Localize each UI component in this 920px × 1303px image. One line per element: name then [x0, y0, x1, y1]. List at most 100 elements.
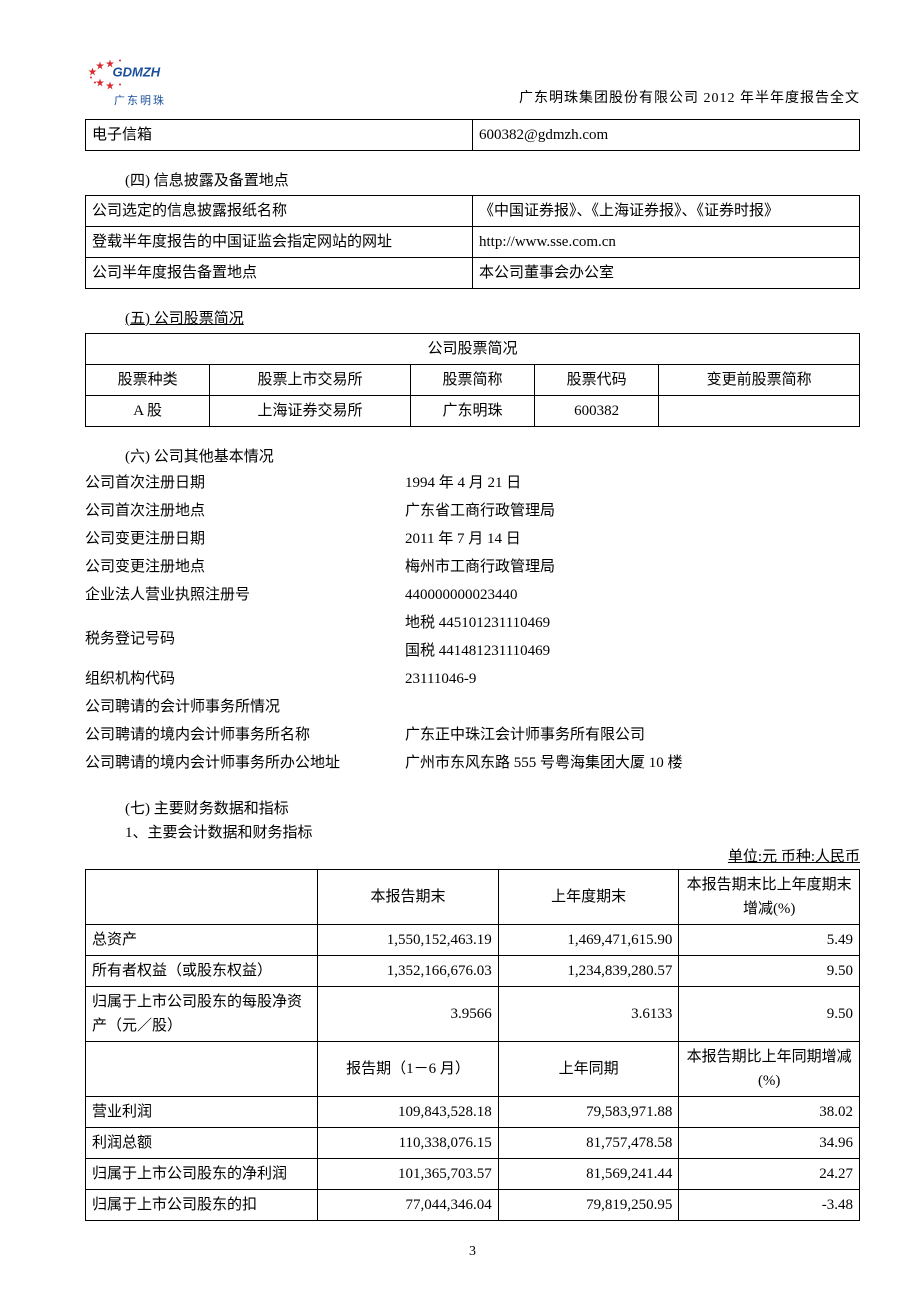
- cell-value: http://www.sse.com.cn: [473, 226, 860, 257]
- td-num: -3.48: [679, 1189, 860, 1220]
- section4-heading: (四) 信息披露及备置地点: [85, 169, 860, 193]
- td-num: 79,583,971.88: [498, 1096, 679, 1127]
- stock-table-title: 公司股票简况: [86, 333, 860, 364]
- table-row: 总资产 1,550,152,463.19 1,469,471,615.90 5.…: [86, 924, 860, 955]
- financial-table: 本报告期末 上年度期末 本报告期末比上年度期末增减(%) 总资产 1,550,1…: [85, 869, 860, 1221]
- table-header-row: 报告期（1－6 月） 上年同期 本报告期比上年同期增减(%): [86, 1041, 860, 1096]
- td-num: 79,819,250.95: [498, 1189, 679, 1220]
- cell-value: 本公司董事会办公室: [473, 257, 860, 288]
- kv-row: 公司首次注册日期 1994 年 4 月 21 日: [85, 471, 860, 495]
- td: 600382: [535, 395, 659, 426]
- td-num: 81,757,478.58: [498, 1127, 679, 1158]
- td-num: 5.49: [679, 924, 860, 955]
- th: 本报告期比上年同期增减(%): [679, 1041, 860, 1096]
- email-value: 600382@gdmzh.com: [473, 119, 860, 150]
- th: [86, 869, 318, 924]
- th: 股票简称: [410, 364, 534, 395]
- cell-label: 公司半年度报告备置地点: [86, 257, 473, 288]
- kv-label: 公司聘请的会计师事务所情况: [85, 695, 405, 719]
- kv-value: 440000000023440: [405, 583, 860, 607]
- table-row: 归属于上市公司股东的净利润 101,365,703.57 81,569,241.…: [86, 1158, 860, 1189]
- kv-value: 1994 年 4 月 21 日: [405, 471, 860, 495]
- th: [86, 1041, 318, 1096]
- table-row: 归属于上市公司股东的每股净资产（元／股） 3.9566 3.6133 9.50: [86, 986, 860, 1041]
- td: A 股: [86, 395, 210, 426]
- kv-value: 广东省工商行政管理局: [405, 499, 860, 523]
- td: [659, 395, 860, 426]
- td-label: 归属于上市公司股东的净利润: [86, 1158, 318, 1189]
- section5-heading: (五) 公司股票简况: [85, 307, 860, 331]
- section6-body: 公司首次注册日期 1994 年 4 月 21 日 公司首次注册地点 广东省工商行…: [85, 471, 860, 775]
- kv-label: 公司变更注册地点: [85, 555, 405, 579]
- cell-label: 登载半年度报告的中国证监会指定网站的网址: [86, 226, 473, 257]
- kv-value: 2011 年 7 月 14 日: [405, 527, 860, 551]
- kv-row: 公司变更注册日期 2011 年 7 月 14 日: [85, 527, 860, 551]
- tax-value-1: 地税 445101231110469: [405, 611, 550, 635]
- section6-heading: (六) 公司其他基本情况: [85, 445, 860, 469]
- page-header: GDMZH 广东明珠 广东明珠集团股份有限公司 2012 年半年度报告全文: [85, 50, 860, 111]
- td-num: 110,338,076.15: [318, 1127, 499, 1158]
- tax-value-2: 国税 441481231110469: [405, 639, 550, 663]
- table-row: A 股 上海证券交易所 广东明珠 600382: [86, 395, 860, 426]
- td-label: 利润总额: [86, 1127, 318, 1158]
- kv-row: 企业法人营业执照注册号 440000000023440: [85, 583, 860, 607]
- svg-text:GDMZH: GDMZH: [113, 65, 161, 80]
- kv-row: 公司聘请的会计师事务所情况: [85, 695, 860, 719]
- kv-label: 公司首次注册地点: [85, 499, 405, 523]
- table-row: 利润总额 110,338,076.15 81,757,478.58 34.96: [86, 1127, 860, 1158]
- kv-row: 公司变更注册地点 梅州市工商行政管理局: [85, 555, 860, 579]
- td-num: 109,843,528.18: [318, 1096, 499, 1127]
- kv-label: 公司变更注册日期: [85, 527, 405, 551]
- td-num: 9.50: [679, 955, 860, 986]
- td-num: 3.6133: [498, 986, 679, 1041]
- td: 广东明珠: [410, 395, 534, 426]
- kv-label: 公司聘请的境内会计师事务所办公地址: [85, 751, 405, 775]
- table-header-row: 股票种类 股票上市交易所 股票简称 股票代码 变更前股票简称: [86, 364, 860, 395]
- kv-label: 企业法人营业执照注册号: [85, 583, 405, 607]
- cell-value: 《中国证券报》、《上海证券报》、《证券时报》: [473, 195, 860, 226]
- kv-value: 梅州市工商行政管理局: [405, 555, 860, 579]
- td-num: 34.96: [679, 1127, 860, 1158]
- section4-table: 公司选定的信息披露报纸名称 《中国证券报》、《上海证券报》、《证券时报》 登载半…: [85, 195, 860, 289]
- email-table: 电子信箱 600382@gdmzh.com: [85, 119, 860, 151]
- td-num: 9.50: [679, 986, 860, 1041]
- td-num: 3.9566: [318, 986, 499, 1041]
- kv-value: [405, 695, 860, 719]
- td-num: 38.02: [679, 1096, 860, 1127]
- td-num: 24.27: [679, 1158, 860, 1189]
- td-num: 77,044,346.04: [318, 1189, 499, 1220]
- table-row: 营业利润 109,843,528.18 79,583,971.88 38.02: [86, 1096, 860, 1127]
- th: 本报告期末比上年度期末增减(%): [679, 869, 860, 924]
- th: 股票种类: [86, 364, 210, 395]
- email-label: 电子信箱: [86, 119, 473, 150]
- td-num: 1,234,839,280.57: [498, 955, 679, 986]
- kv-label: 组织机构代码: [85, 667, 405, 691]
- table-row: 所有者权益（或股东权益） 1,352,166,676.03 1,234,839,…: [86, 955, 860, 986]
- th: 股票代码: [535, 364, 659, 395]
- section7-heading: (七) 主要财务数据和指标: [85, 797, 860, 821]
- table-row: 公司选定的信息披露报纸名称 《中国证券报》、《上海证券报》、《证券时报》: [86, 195, 860, 226]
- td: 上海证券交易所: [210, 395, 411, 426]
- kv-row: 公司聘请的境内会计师事务所办公地址 广州市东风东路 555 号粤海集团大厦 10…: [85, 751, 860, 775]
- logo-area: GDMZH 广东明珠: [85, 50, 195, 111]
- kv-value: 广东正中珠江会计师事务所有限公司: [405, 723, 860, 747]
- kv-value: 23111046-9: [405, 667, 860, 691]
- th: 上年同期: [498, 1041, 679, 1096]
- th: 上年度期末: [498, 869, 679, 924]
- td-num: 1,550,152,463.19: [318, 924, 499, 955]
- td-label: 营业利润: [86, 1096, 318, 1127]
- table-row: 归属于上市公司股东的扣 77,044,346.04 79,819,250.95 …: [86, 1189, 860, 1220]
- header-title: 广东明珠集团股份有限公司 2012 年半年度报告全文: [519, 88, 860, 110]
- logo-subtitle: 广东明珠: [114, 93, 166, 111]
- kv-row: 组织机构代码 23111046-9: [85, 667, 860, 691]
- th: 本报告期末: [318, 869, 499, 924]
- table-header-row: 本报告期末 上年度期末 本报告期末比上年度期末增减(%): [86, 869, 860, 924]
- th: 变更前股票简称: [659, 364, 860, 395]
- table-row: 公司半年度报告备置地点 本公司董事会办公室: [86, 257, 860, 288]
- table-row: 登载半年度报告的中国证监会指定网站的网址 http://www.sse.com.…: [86, 226, 860, 257]
- unit-label: 单位:元 币种:人民币: [85, 845, 860, 869]
- kv-label: 公司首次注册日期: [85, 471, 405, 495]
- kv-value: 广州市东风东路 555 号粤海集团大厦 10 楼: [405, 751, 860, 775]
- section7-subheading: 1、主要会计数据和财务指标: [85, 821, 860, 845]
- tax-row: 税务登记号码 地税 445101231110469 国税 44148123111…: [85, 611, 860, 667]
